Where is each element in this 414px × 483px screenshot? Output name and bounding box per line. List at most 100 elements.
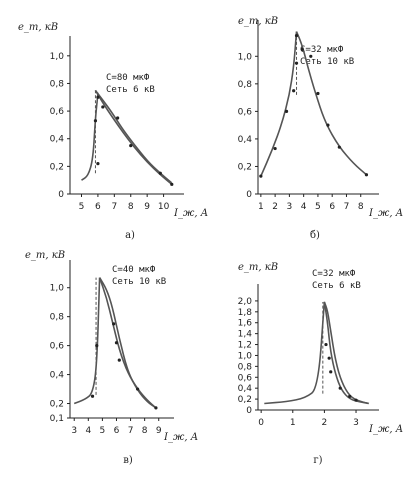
panel-2-x-tick-label: 4 <box>301 202 307 212</box>
panel-2-x-tick-label: 1 <box>258 202 264 212</box>
panel-4-y-tick-label: 1,4 <box>238 330 253 340</box>
panel-3-annotation-line: С=40 мкФ <box>112 265 156 275</box>
panel-3-label: в) <box>123 455 133 466</box>
panel-2-data-point <box>294 34 299 38</box>
panel-3-x-tick-label: 3 <box>71 426 77 436</box>
panel-2-annotation-line: Сеть 10 кВ <box>300 57 354 67</box>
panel-3-y-tick-label: 1,0 <box>50 284 65 294</box>
panel-3-data-point <box>117 358 121 362</box>
panel-3-series-line-3 <box>98 277 157 409</box>
panel-1-y-tick-label: 1,0 <box>50 52 65 62</box>
panel-1-data-point <box>93 119 98 123</box>
panel-2-data-point <box>292 89 296 93</box>
panel-3-x-tick-label: 8 <box>142 426 148 436</box>
panel-2-data-point <box>316 91 320 96</box>
panel-4-y-tick-label: 1,2 <box>238 341 252 351</box>
panel-2-series-line-2 <box>295 31 367 176</box>
panel-2-data-point <box>300 47 304 52</box>
panel-2-x-tick-label: 8 <box>358 202 364 212</box>
panel-2-data-point <box>326 123 330 127</box>
panel-2-x-tick-label: 7 <box>344 202 350 212</box>
panel-2-data-point <box>273 146 277 151</box>
panel-3-y-axis-title: e_m, кВ <box>25 250 65 261</box>
panel-2-y-tick-label: 0,6 <box>238 107 253 117</box>
panel-2-data-point <box>259 174 263 178</box>
panel-3-data-point <box>95 344 99 348</box>
panel-3-data-point <box>154 406 158 410</box>
panel-3-series-line-1 <box>73 277 101 405</box>
panel-1-y-axis-title: e_m, кВ <box>18 22 58 33</box>
panel-1-data-point <box>116 116 120 120</box>
panel-3-y-tick-label: 0,1 <box>50 414 64 424</box>
panel-1-x-tick-label: 8 <box>128 202 134 212</box>
panel-2-data-point <box>309 54 313 58</box>
panel-3-y-tick-label: 0,8 <box>50 313 65 323</box>
panel-1-data-point <box>101 105 105 109</box>
panel-2-y-tick-label: 0,4 <box>238 135 253 145</box>
panel-4-y-tick-label: 1,0 <box>238 351 253 361</box>
panel-2-y-tick-label: 0 <box>246 190 252 200</box>
panel-1-x-tick-label: 5 <box>79 202 85 212</box>
panel-2-x-tick-label: 2 <box>272 202 278 212</box>
panel-1-x-tick-label: 6 <box>95 202 101 212</box>
panel-4-series-line-3 <box>323 301 369 405</box>
panel-3-x-tick-label: 5 <box>100 426 106 436</box>
panel-3-x-tick-label: 4 <box>85 426 91 436</box>
panel-2-data-point <box>337 145 341 149</box>
panel-4-annotation-line: С=32 мкФ <box>312 269 356 279</box>
panel-4-x-tick-label: 2 <box>322 418 328 428</box>
panel-3-data-point <box>114 341 119 345</box>
panel-4-y-tick-label: 1,8 <box>238 308 253 318</box>
panel-2-x-tick-label: 3 <box>287 202 293 212</box>
panel-3-series-line-2 <box>98 277 157 409</box>
panel-4-series-line-2 <box>323 301 370 405</box>
panel-1-x-tick-label: 7 <box>111 202 117 212</box>
panel-4-x-tick-label: 3 <box>353 418 359 428</box>
panel-3-x-tick-label: 9 <box>156 426 162 436</box>
panel-4-y-tick-label: 0,4 <box>238 384 253 394</box>
panel-4-data-point <box>329 370 333 374</box>
panel-1-annotation-line: Сеть 6 кВ <box>106 85 155 95</box>
panel-3-y-tick-label: 0,6 <box>50 342 65 352</box>
panel-4-x-tick-label: 0 <box>258 418 264 428</box>
panel-1-series-line-1 <box>81 92 99 181</box>
panel-1-annotation-line: С=80 мкФ <box>106 73 150 83</box>
panel-4-y-tick-label: 0,8 <box>238 362 253 372</box>
panel-4-y-tick-label: 1,6 <box>238 319 253 329</box>
panel-4-series-line-1 <box>264 301 326 405</box>
panel-4-y-axis-title: e_m, кВ <box>238 262 278 273</box>
panel-3-y-tick-label: 0,2 <box>50 400 64 410</box>
panel-2-x-tick-label: 5 <box>315 202 321 212</box>
panel-1-series-line-2 <box>94 89 173 184</box>
panel-3-annotation-line: Сеть 10 кВ <box>112 277 166 287</box>
panel-1-x-tick-label: 10 <box>158 202 170 212</box>
panel-3-x-tick-label: 6 <box>114 426 120 436</box>
panel-2-data-point <box>364 173 369 177</box>
panel-2-y-tick-label: 0,8 <box>238 80 253 90</box>
panel-2-x-axis-title: I_ж, А <box>368 208 403 219</box>
panel-1-series-line-3 <box>94 89 173 186</box>
panel-4-y-tick-label: 0,6 <box>238 373 253 383</box>
panel-3-x-tick-label: 7 <box>128 426 134 436</box>
panel-1-data-point <box>158 171 162 175</box>
panel-1-y-tick-label: 0,6 <box>50 107 65 117</box>
panel-4-data-point <box>354 398 358 402</box>
panel-1-x-axis-title: I_ж, А <box>173 208 208 219</box>
panel-2-y-tick-label: 1,0 <box>238 52 253 62</box>
panel-2-x-tick-label: 6 <box>329 202 335 212</box>
panel-1-data-point <box>96 162 100 166</box>
panel-4-y-tick-label: 0 <box>246 406 252 416</box>
panel-3-data-point <box>136 387 140 391</box>
panel-1-y-tick-label: 0,4 <box>50 135 65 145</box>
panel-4-data-point <box>348 394 352 398</box>
panel-1-y-tick-label: 0,2 <box>50 162 64 172</box>
panel-2-data-point <box>284 109 289 113</box>
panel-4-y-tick-label: 2,0 <box>238 297 253 307</box>
panel-4-x-tick-label: 1 <box>290 418 296 428</box>
panel-3-y-tick-label: 0,4 <box>50 371 65 381</box>
panel-4-annotation-line: Сеть 6 кВ <box>312 281 361 291</box>
panel-1-data-point <box>170 182 174 186</box>
panel-2-y-axis-title: e_m, кВ <box>238 16 278 27</box>
panel-2-data-point <box>294 61 299 65</box>
